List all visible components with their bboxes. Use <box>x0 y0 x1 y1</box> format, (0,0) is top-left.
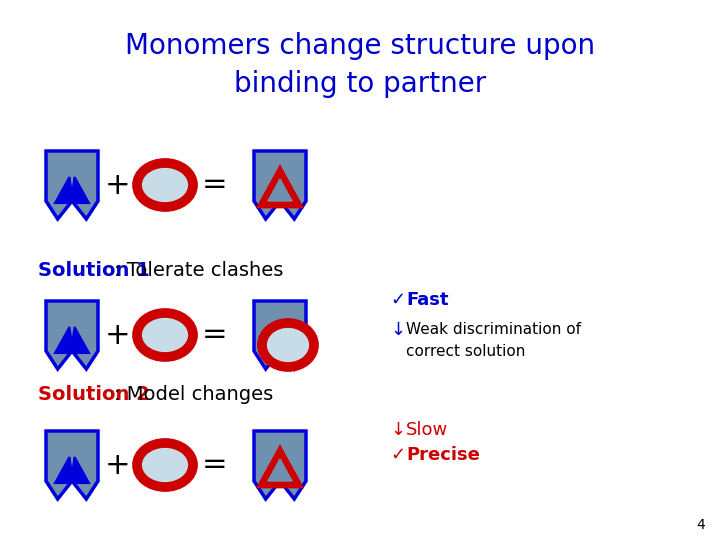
Polygon shape <box>46 301 98 369</box>
Text: +: + <box>105 450 131 480</box>
Polygon shape <box>55 327 89 353</box>
Text: : Model changes: : Model changes <box>114 386 274 404</box>
Polygon shape <box>268 179 292 201</box>
Text: 4: 4 <box>696 518 705 532</box>
Polygon shape <box>254 151 306 219</box>
Text: binding to partner: binding to partner <box>234 70 486 98</box>
Polygon shape <box>46 431 98 499</box>
Text: correct solution: correct solution <box>406 345 526 360</box>
Text: ✓: ✓ <box>390 291 405 309</box>
Text: : Tolerate clashes: : Tolerate clashes <box>114 260 284 280</box>
Text: +: + <box>105 171 131 199</box>
Polygon shape <box>268 459 292 481</box>
Text: +: + <box>105 321 131 349</box>
Text: Monomers change structure upon: Monomers change structure upon <box>125 32 595 60</box>
Polygon shape <box>55 177 89 203</box>
Text: Precise: Precise <box>406 446 480 464</box>
Polygon shape <box>254 431 306 499</box>
Text: Fast: Fast <box>406 291 449 309</box>
Text: =: = <box>202 321 228 349</box>
Text: ✓: ✓ <box>390 446 405 464</box>
Text: Solution 1: Solution 1 <box>38 260 150 280</box>
Polygon shape <box>258 167 302 207</box>
Polygon shape <box>55 457 89 483</box>
Polygon shape <box>265 329 295 351</box>
Text: =: = <box>202 450 228 480</box>
Polygon shape <box>258 447 302 487</box>
Text: Weak discrimination of: Weak discrimination of <box>406 322 581 338</box>
Text: =: = <box>202 171 228 199</box>
Ellipse shape <box>137 443 193 487</box>
Polygon shape <box>46 151 98 219</box>
Text: ↓: ↓ <box>390 421 405 439</box>
Polygon shape <box>254 301 306 369</box>
Text: ↓: ↓ <box>390 321 405 339</box>
Ellipse shape <box>137 313 193 357</box>
Ellipse shape <box>262 323 314 367</box>
Text: Solution 2: Solution 2 <box>38 386 150 404</box>
Ellipse shape <box>137 163 193 207</box>
Text: Slow: Slow <box>406 421 449 439</box>
